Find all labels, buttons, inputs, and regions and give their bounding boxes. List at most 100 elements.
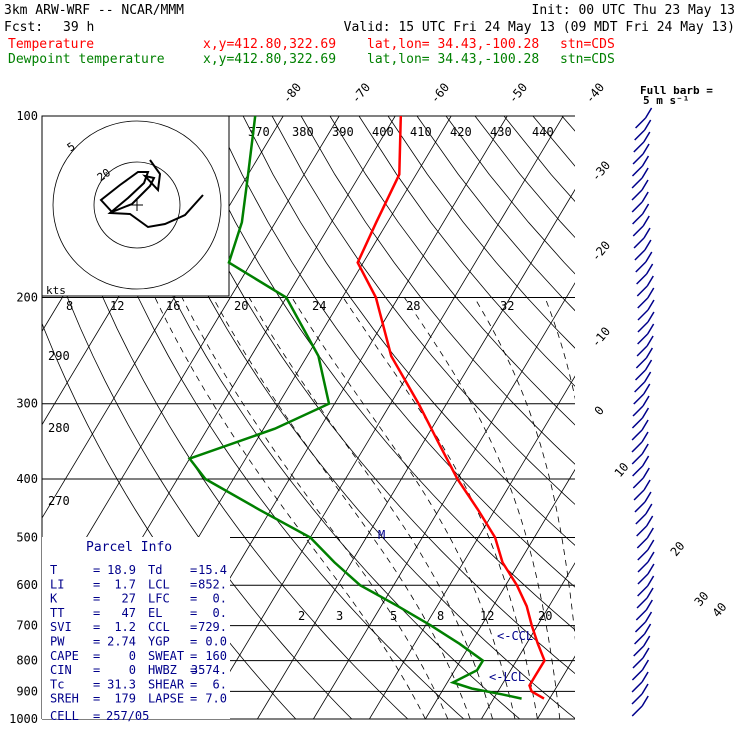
legend-temperature-coords: x,y=412.80,322.69 [203,37,336,52]
moist-adiabat-line [248,297,493,719]
parcel-row-equals: = [190,635,197,649]
parcel-row-equals: = [93,635,100,649]
level-marker: <-LCL [489,670,525,684]
legend-temperature-label: Temperature [8,37,94,52]
wind-barb-staff [636,273,648,285]
parcel-row-label-right: CCL [148,620,170,634]
parcel-row-equals: = [93,592,100,606]
dry-adiabat-line [416,116,575,312]
theta-label: 420 [450,125,472,139]
wind-barb-staff [631,177,643,189]
wind-barb-flag [644,611,653,623]
isotherm-line [369,375,575,719]
parcel-row-equals: = [93,663,100,677]
wind-barb-staff [636,525,648,537]
wind-barb-flag [641,443,649,455]
parcel-row-equals: = [190,606,197,620]
legend-temperature-stn: stn=CDS [560,37,615,52]
wind-barb-flag [643,635,651,647]
parcel-row-label-right: LAPSE [148,692,184,706]
parcel-row-value-right: 0. [213,592,227,606]
wind-barb-flag [642,395,650,407]
theta-label: 380 [292,125,314,139]
wind-barb-staff [631,441,643,453]
parcel-row-value: 47 [122,606,136,620]
isotherm-line [42,116,340,613]
parcel-row-value: 0 [129,663,136,677]
wind-barb-staff [631,429,643,441]
parcel-row-equals: = [190,592,197,606]
wind-barb-staff [631,417,643,429]
parcel-cell-label: CELL [50,709,79,723]
wind-barb-staff [636,537,648,549]
parcel-row-label-right: SWEAT [148,649,184,663]
legend-dewpoint: Dewpoint temperature x,y=412.80,322.69 l… [8,52,615,67]
wind-barb-flag [646,587,654,599]
dry-adiabat-line [68,116,465,719]
parcel-row-label-right: YGP [148,635,170,649]
parcel-row-label: PW [50,635,65,649]
wind-barb-flag [641,671,649,683]
isotherm-line [201,116,564,719]
hodograph: 5 20 kts [41,115,230,297]
parcel-row-equals: = [93,620,100,634]
hodograph-ring-label-inner: 20 [95,166,113,184]
parcel-row-label: K [50,592,58,606]
wind-barb-flag [645,503,653,515]
wind-barb-staff [636,597,648,609]
thetae-label: 8 [66,299,73,313]
forecast-label: Fcst: [4,20,43,35]
wind-barb-flag [641,203,650,215]
wind-barb-staff [636,285,648,297]
pressure-tick-label: 500 [16,530,38,544]
parcel-row-equals: = [93,606,100,620]
parcel-row-equals: = [93,577,100,591]
parcel-row-label-right: HWBZ [148,663,177,677]
wind-barb-staff [631,165,643,177]
wind-barb-flag [645,263,654,275]
wind-barb-staff [633,489,645,501]
wind-barb-staff [635,609,647,621]
hodograph-box [41,115,230,297]
parcel-row-value-right: 6. [213,677,227,691]
wind-barb-flag [644,491,652,503]
isotherm-line [313,282,575,719]
parcel-info-box [42,537,230,719]
wind-barb-flag [642,215,650,227]
wind-barb-staff [633,141,645,153]
isotherm-label: 20 [668,539,688,559]
wind-barb-flag [641,191,649,203]
wind-barb-staff [631,681,643,693]
wind-barb-flag [646,335,654,347]
hodograph-trace [99,159,204,229]
parcel-row-label: TT [50,606,64,620]
theta-label: 280 [48,421,70,435]
hodograph-ring-inner [93,161,181,249]
thetae-label: 32 [500,299,514,313]
wind-barb-flag [645,599,653,611]
parcel-row-label-right: SHEAR [148,677,185,691]
parcel-row-label: CAPE [50,649,79,663]
wind-barb-staff [634,369,647,381]
wind-barb-flag [644,119,652,131]
thetae-label: 16 [166,299,180,313]
wind-barb-staff [634,621,647,633]
parcel-row-label: T [50,563,57,577]
wind-barb-flag [643,383,651,395]
wind-barb-flag [643,227,651,239]
parcel-row-label: SREH [50,692,79,706]
dry-adiabat-line [271,116,575,505]
isotherm-label: -20 [589,238,614,264]
parcel-row-value: 179 [114,692,136,706]
wind-barb-staff [633,645,645,657]
wind-barb-flag [646,323,655,335]
wind-barb-staff [635,513,647,525]
parcel-row-value: 1.7 [114,577,136,591]
parcel-row-value: 18.9 [107,563,136,577]
dry-adiabat-line [213,116,575,588]
parcel-row-label: SVI [50,620,72,634]
isotherm-label: -10 [589,324,614,350]
level-marker: <-CCL [497,629,533,643]
wind-barb-flag [644,359,653,371]
dry-adiabat-line [329,116,575,426]
